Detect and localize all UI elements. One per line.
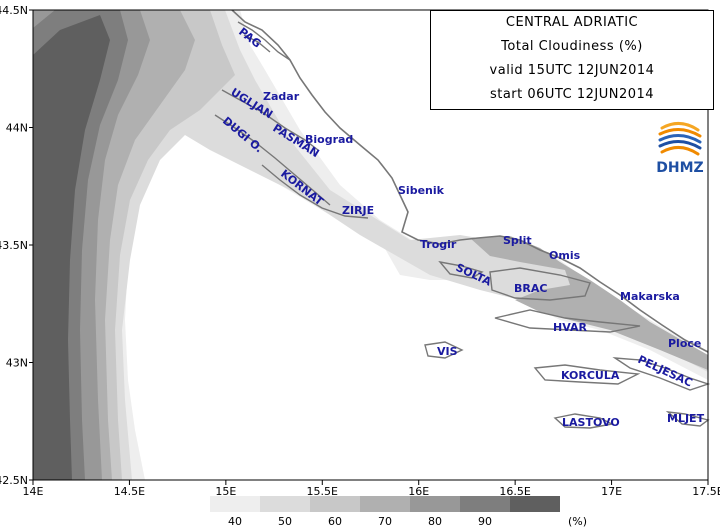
island-brac bbox=[489, 267, 591, 301]
island-ugljan bbox=[221, 89, 319, 151]
info-box: CENTRAL ADRIATIC Total Cloudiness (%) va… bbox=[430, 10, 714, 110]
legend-swatch bbox=[360, 496, 410, 512]
cloud-band-split bbox=[470, 236, 708, 370]
legend-swatch bbox=[510, 496, 560, 512]
y-tick-label: 43.5N bbox=[0, 239, 28, 252]
place-label: BRAC bbox=[514, 282, 547, 295]
legend-swatch bbox=[410, 496, 460, 512]
place-label: Makarska bbox=[620, 290, 680, 303]
y-tick-label: 44N bbox=[6, 122, 28, 135]
place-label: MLJET bbox=[667, 412, 705, 425]
dhmz-logo-text: DHMZ bbox=[656, 160, 704, 176]
cloud-band-max bbox=[33, 15, 110, 480]
legend-level-label: 40 bbox=[228, 515, 242, 528]
y-tick-label: 44.5N bbox=[0, 4, 28, 17]
region-title: CENTRAL ADRIATIC bbox=[505, 15, 639, 30]
place-label: Split bbox=[503, 234, 532, 247]
legend-level-label: 70 bbox=[378, 515, 392, 528]
valid-time: valid 15UTC 12JUN2014 bbox=[489, 63, 655, 78]
island-korcula bbox=[533, 364, 641, 385]
legend-color-bar bbox=[210, 496, 560, 512]
legend-swatch bbox=[210, 496, 260, 512]
x-tick-label: 15.5E bbox=[307, 485, 338, 498]
place-label: Zadar bbox=[263, 90, 300, 103]
place-label: Ploce bbox=[668, 337, 701, 350]
island-dugi bbox=[214, 114, 331, 206]
legend-swatch bbox=[460, 496, 510, 512]
island-pag bbox=[237, 21, 291, 61]
place-label: Trogir bbox=[420, 238, 457, 251]
x-axis: 14E 14.5E 15E 15.5E 16E 16.5E 17E 17.5E bbox=[23, 480, 720, 498]
y-tick-label: 42.5N bbox=[0, 474, 28, 487]
x-tick-label: 17.5E bbox=[692, 485, 720, 498]
legend-level-label: 60 bbox=[328, 515, 342, 528]
mainland-coastline bbox=[231, 9, 709, 353]
legend-level-label: 50 bbox=[278, 515, 292, 528]
dhmz-logo-icon bbox=[658, 122, 702, 156]
island-vis bbox=[424, 341, 464, 359]
place-label: Omis bbox=[549, 249, 581, 262]
legend-swatch bbox=[310, 496, 360, 512]
y-axis: 44.5N 44N 43.5N 43N 42.5N bbox=[0, 4, 33, 487]
x-tick-label: 14.5E bbox=[114, 485, 145, 498]
legend-swatch bbox=[260, 496, 310, 512]
island-kornat bbox=[261, 164, 369, 219]
x-tick-label: 15E bbox=[215, 485, 236, 498]
legend-level-label: 80 bbox=[428, 515, 442, 528]
cloud-band-50 bbox=[33, 10, 708, 480]
place-label: Biograd bbox=[305, 133, 353, 146]
y-tick-label: 43N bbox=[6, 357, 28, 370]
place-label: VIS bbox=[437, 345, 458, 358]
place-label: Sibenik bbox=[398, 184, 445, 197]
x-tick-label: 16.5E bbox=[499, 485, 530, 498]
x-tick-label: 14E bbox=[23, 485, 44, 498]
legend-unit-label: (%) bbox=[568, 515, 588, 528]
place-label: HVAR bbox=[553, 321, 587, 334]
place-label: KORCULA bbox=[561, 369, 620, 382]
place-label: ZIRJE bbox=[342, 204, 374, 217]
island-mljet bbox=[665, 411, 710, 427]
place-label: LASTOVO bbox=[562, 416, 620, 429]
x-tick-label: 16E bbox=[408, 485, 429, 498]
parameter-title: Total Cloudiness (%) bbox=[501, 39, 643, 54]
island-lastovo bbox=[553, 413, 615, 429]
island-solta bbox=[438, 260, 484, 279]
x-tick-label: 17E bbox=[601, 485, 622, 498]
start-time: start 06UTC 12JUN2014 bbox=[489, 87, 655, 102]
legend-level-label: 90 bbox=[478, 515, 492, 528]
island-hvar bbox=[494, 309, 641, 333]
